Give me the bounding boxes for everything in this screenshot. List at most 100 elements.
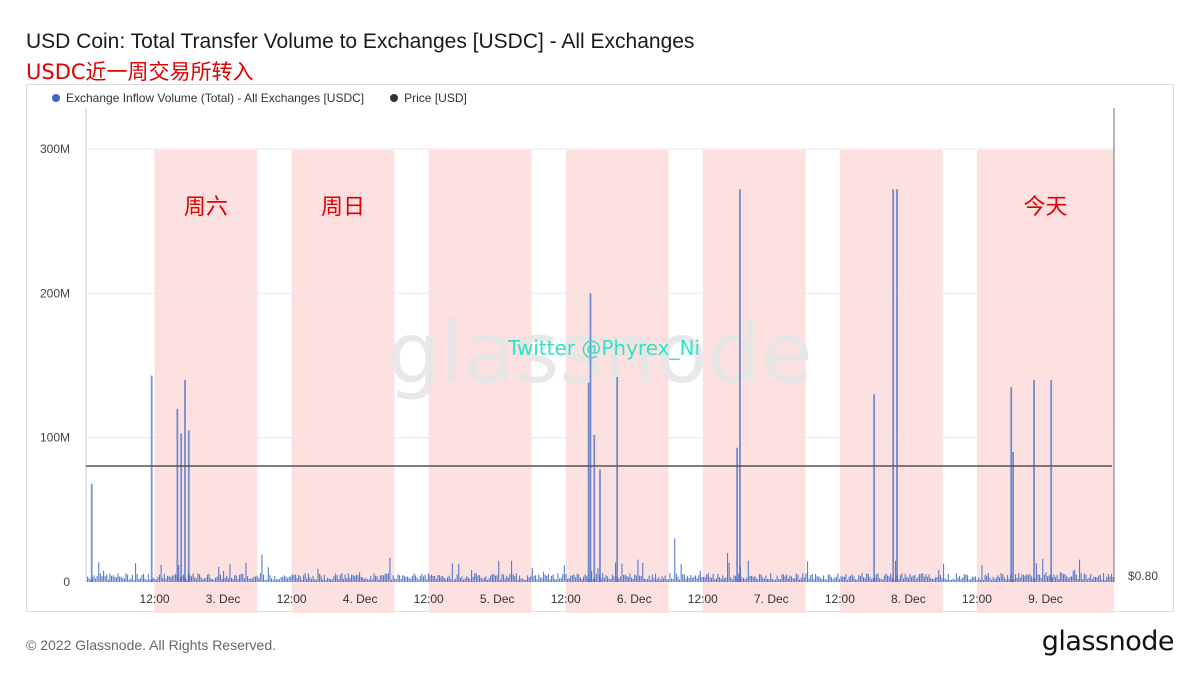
inflow-bar xyxy=(112,575,114,582)
inflow-bar xyxy=(842,576,844,582)
inflow-bar xyxy=(258,577,260,582)
legend-item-inflow[interactable]: Exchange Inflow Volume (Total) - All Exc… xyxy=(52,91,364,105)
inflow-bar xyxy=(192,573,194,582)
inflow-bar xyxy=(584,574,586,582)
inflow-bar xyxy=(352,575,354,582)
inflow-bar xyxy=(503,574,505,582)
inflow-bar xyxy=(392,575,394,582)
inflow-bar xyxy=(143,573,145,582)
inflow-bar xyxy=(347,573,349,582)
inflow-bar xyxy=(1053,574,1055,582)
inflow-bar xyxy=(403,575,405,582)
inflow-bar xyxy=(405,577,407,582)
inflow-bar xyxy=(603,577,605,582)
inflow-bar xyxy=(679,579,681,582)
inflow-bar xyxy=(707,573,709,582)
inflow-bar xyxy=(864,578,866,582)
inflow-bar xyxy=(877,573,879,582)
inflow-spike xyxy=(587,382,590,582)
inflow-bar xyxy=(469,579,471,582)
inflow-bar xyxy=(432,575,434,582)
x-tick-label: 7. Dec xyxy=(754,592,789,606)
inflow-bar xyxy=(954,579,956,582)
inflow-bar xyxy=(1019,577,1021,582)
inflow-bar xyxy=(512,574,514,582)
inflow-bar xyxy=(1029,574,1031,582)
inflow-bar xyxy=(146,579,148,582)
inflow-bar xyxy=(397,574,399,582)
inflow-bar xyxy=(647,579,649,582)
inflow-bar xyxy=(515,573,517,582)
inflow-bar xyxy=(427,573,429,582)
inflow-bar xyxy=(391,579,393,582)
inflow-bar xyxy=(408,577,410,582)
inflow-bar xyxy=(693,576,695,582)
inflow-bar xyxy=(387,573,389,582)
inflow-bar xyxy=(421,573,423,582)
inflow-bar xyxy=(1106,576,1108,582)
x-tick-label: 12:00 xyxy=(825,592,855,606)
inflow-bar xyxy=(407,576,409,582)
inflow-bar xyxy=(1002,574,1004,582)
inflow-bar xyxy=(712,573,714,582)
inflow-bar xyxy=(642,562,644,582)
inflow-bar xyxy=(735,576,737,582)
inflow-bar xyxy=(141,575,143,582)
inflow-bar xyxy=(259,573,261,582)
inflow-bar xyxy=(474,573,476,582)
inflow-bar xyxy=(509,574,511,582)
inflow-bar xyxy=(600,578,602,582)
inflow-bar xyxy=(618,578,620,582)
inflow-bar xyxy=(376,576,378,582)
inflow-bar xyxy=(925,574,927,582)
inflow-bar xyxy=(880,578,882,582)
inflow-bar xyxy=(760,574,762,582)
inflow-bar xyxy=(920,573,922,582)
inflow-bar xyxy=(317,568,319,582)
inflow-bar xyxy=(242,573,244,582)
inflow-bar xyxy=(186,579,188,582)
inflow-bar xyxy=(930,578,932,582)
inflow-spike xyxy=(1033,379,1035,582)
inflow-bar xyxy=(989,577,991,582)
inflow-bar xyxy=(175,573,177,582)
inflow-bar xyxy=(955,573,957,582)
inflow-bar xyxy=(416,577,418,582)
inflow-bar xyxy=(424,574,426,582)
inflow-bar xyxy=(903,578,905,582)
inflow-bar xyxy=(98,562,100,582)
inflow-bar xyxy=(835,576,837,582)
inflow-bar xyxy=(890,573,892,582)
inflow-bar xyxy=(533,575,535,582)
inflow-bar xyxy=(787,578,789,582)
inflow-bar xyxy=(335,573,337,582)
inflow-bar xyxy=(229,564,231,582)
inflow-bar xyxy=(947,574,949,582)
legend-item-price[interactable]: Price [USD] xyxy=(390,91,467,105)
inflow-bar xyxy=(149,579,151,582)
inflow-bar xyxy=(482,579,484,582)
inflow-bar xyxy=(963,574,965,582)
inflow-bar xyxy=(125,573,127,582)
inflow-bar xyxy=(360,576,362,582)
inflow-bar xyxy=(203,578,205,582)
inflow-bar xyxy=(322,579,324,582)
inflow-bar xyxy=(938,569,940,582)
inflow-bar xyxy=(288,576,290,582)
inflow-bar xyxy=(1045,572,1047,582)
inflow-bar xyxy=(872,578,874,582)
inflow-bar xyxy=(216,576,218,582)
inflow-bar xyxy=(267,567,269,582)
inflow-bar xyxy=(976,580,978,582)
inflow-bar xyxy=(325,579,327,582)
inflow-bar xyxy=(987,573,989,582)
inflow-bar xyxy=(853,576,855,582)
inflow-bar xyxy=(746,577,748,582)
inflow-bar xyxy=(912,575,914,582)
inflow-bar xyxy=(171,575,173,582)
inflow-bar xyxy=(336,575,338,582)
inflow-bar xyxy=(354,576,356,582)
inflow-bar xyxy=(207,574,209,582)
inflow-bar xyxy=(875,574,877,582)
